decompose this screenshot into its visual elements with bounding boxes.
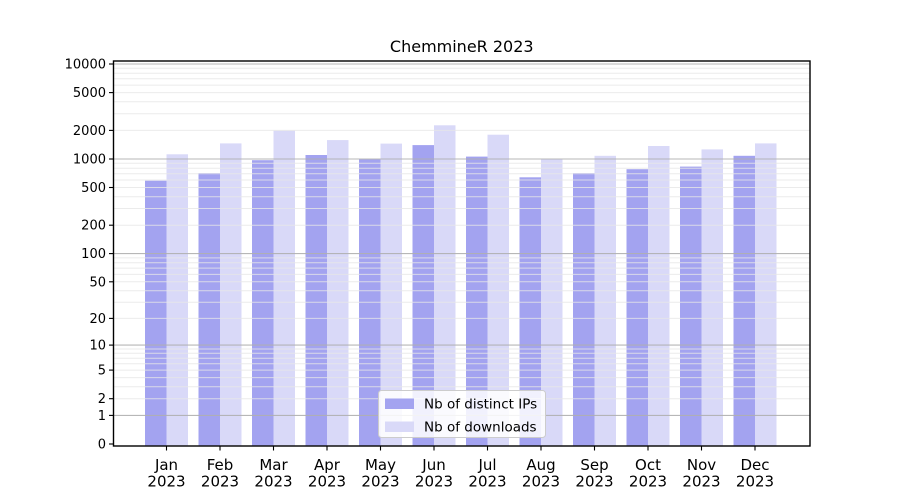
y-tick-label-20: 20	[89, 312, 106, 327]
x-tick-year-apr: 2023	[308, 473, 346, 491]
x-tick-label-nov: Nov	[687, 456, 716, 474]
x-tick-label-dec: Dec	[740, 456, 769, 474]
x-tick-label-jul: Jul	[477, 456, 496, 474]
bar-aug-distinct-ips	[519, 177, 541, 446]
x-tick-year-jul: 2023	[468, 473, 506, 491]
y-tick-label-1: 1	[98, 409, 106, 424]
bar-jul-downloads	[487, 134, 509, 446]
bar-oct-downloads	[648, 146, 670, 446]
y-tick-label-2: 2	[98, 392, 106, 407]
bar-feb-distinct-ips	[198, 173, 220, 446]
y-tick-label-5: 5	[98, 364, 106, 379]
bar-nov-downloads	[701, 149, 723, 446]
y-tick-label-100: 100	[81, 247, 106, 262]
x-tick-label-jun: Jun	[421, 456, 445, 474]
bar-feb-downloads	[220, 143, 242, 446]
bar-apr-downloads	[327, 140, 349, 446]
y-tick-label-1000: 1000	[73, 153, 106, 168]
x-tick-year-sep: 2023	[575, 473, 613, 491]
x-tick-year-mar: 2023	[254, 473, 292, 491]
y-tick-label-200: 200	[81, 219, 106, 234]
bar-mar-downloads	[273, 130, 295, 446]
bar-dec-distinct-ips	[733, 155, 755, 446]
bar-jan-downloads	[166, 154, 188, 446]
bar-apr-distinct-ips	[305, 155, 327, 446]
x-tick-label-aug: Aug	[526, 456, 555, 474]
legend: Nb of distinct IPs Nb of downloads	[378, 390, 546, 438]
legend-swatch-distinct-ips	[385, 398, 414, 409]
y-tick-label-0: 0	[98, 438, 106, 453]
x-tick-label-oct: Oct	[635, 456, 661, 474]
x-tick-label-apr: Apr	[314, 456, 341, 474]
axes-layer: 012510205010020050010002000500010000Jan2…	[65, 58, 811, 491]
x-tick-year-jun: 2023	[415, 473, 453, 491]
x-tick-label-may: May	[365, 456, 396, 474]
bar-jul-distinct-ips	[466, 156, 488, 446]
x-tick-year-may: 2023	[361, 473, 399, 491]
x-tick-label-mar: Mar	[259, 456, 288, 474]
bar-nov-distinct-ips	[680, 166, 702, 446]
legend-box	[378, 390, 546, 438]
x-tick-year-nov: 2023	[682, 473, 720, 491]
chart-title: ChemmineR 2023	[390, 37, 534, 56]
x-tick-label-sep: Sep	[580, 456, 608, 474]
legend-label-distinct-ips: Nb of distinct IPs	[424, 397, 537, 413]
gridlines-layer	[113, 63, 810, 416]
bar-jun-downloads	[434, 125, 456, 446]
x-tick-year-aug: 2023	[522, 473, 560, 491]
bar-dec-downloads	[755, 143, 777, 446]
x-tick-label-jan: Jan	[154, 456, 178, 474]
y-tick-label-2000: 2000	[73, 124, 106, 139]
bar-oct-distinct-ips	[626, 169, 648, 446]
x-tick-label-feb: Feb	[207, 456, 234, 474]
x-tick-year-feb: 2023	[201, 473, 239, 491]
bar-jan-distinct-ips	[145, 180, 167, 446]
y-tick-label-10000: 10000	[65, 58, 106, 73]
bar-sep-downloads	[594, 155, 616, 446]
bar-sep-distinct-ips	[573, 173, 595, 446]
y-tick-label-5000: 5000	[73, 86, 106, 101]
legend-swatch-downloads	[385, 421, 414, 432]
y-tick-label-500: 500	[81, 181, 106, 196]
y-tick-label-50: 50	[89, 275, 106, 290]
x-tick-year-dec: 2023	[736, 473, 774, 491]
legend-label-downloads: Nb of downloads	[424, 420, 537, 436]
y-tick-label-10: 10	[89, 339, 106, 354]
x-tick-year-oct: 2023	[629, 473, 667, 491]
x-tick-year-jan: 2023	[147, 473, 185, 491]
